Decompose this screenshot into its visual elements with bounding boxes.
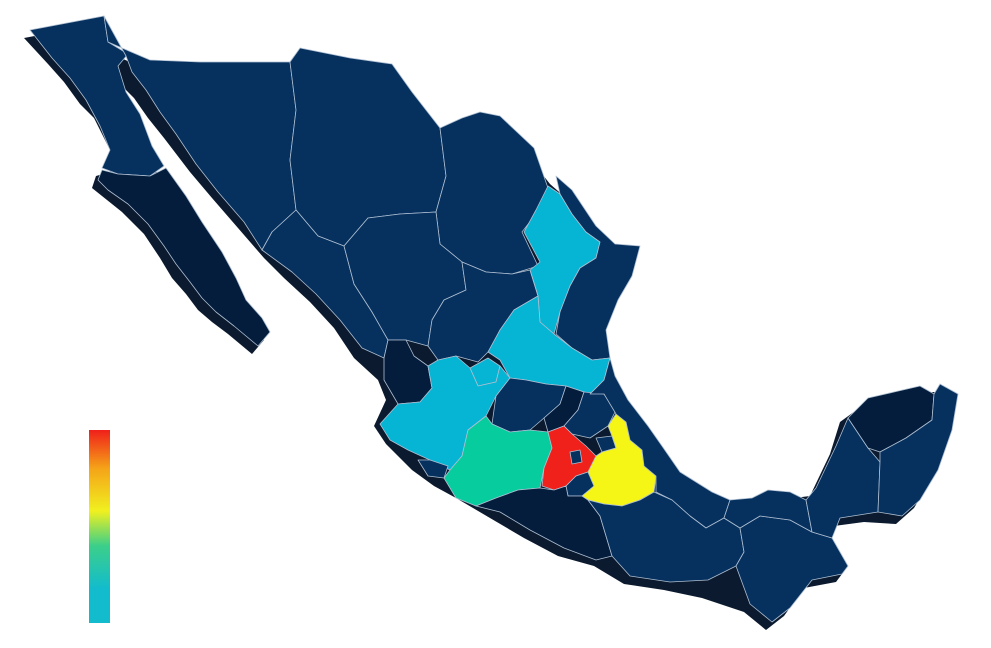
- region-zacatecas: [427, 261, 539, 363]
- region-baja-california-sur: [97, 167, 271, 347]
- states-layer: [29, 15, 959, 623]
- region-guerrero: [475, 485, 613, 561]
- region-colima: [417, 459, 449, 479]
- region-quintana-roo: [877, 383, 959, 517]
- region-ciudad-de-mexico: [569, 449, 583, 465]
- color-scale-legend: [89, 430, 110, 623]
